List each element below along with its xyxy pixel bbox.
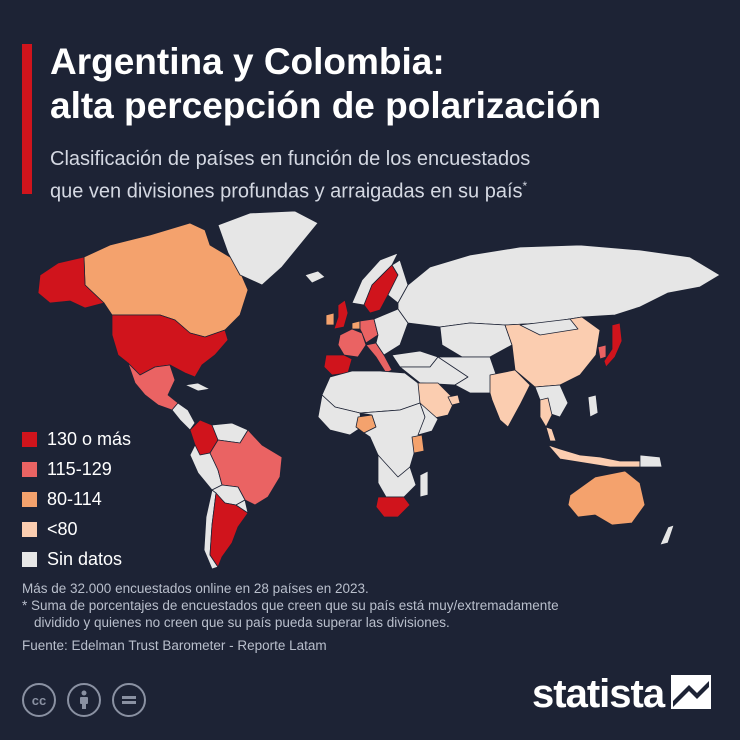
country-thailand: [539, 397, 553, 428]
legend-label: 130 o más: [47, 428, 132, 449]
country-mexico: [127, 362, 179, 411]
country-kazakhstan: [439, 322, 513, 358]
world-map: [37, 210, 721, 570]
subtitle-line-1: Clasificación de países en función de lo…: [50, 148, 531, 170]
country-madagascar: [419, 470, 429, 498]
country-japan: [603, 322, 623, 368]
legend-item-80-114: 80-114: [22, 484, 131, 514]
country-india: [489, 369, 531, 428]
country-southern-africa: [377, 454, 417, 498]
country-argentina: [209, 492, 249, 568]
country-uae: [447, 394, 461, 406]
note-definition: * Suma de porcentajes de encuestados que…: [22, 598, 559, 613]
country-png: [639, 454, 663, 468]
subtitle: Clasificación de países en función de lo…: [50, 146, 730, 206]
country-uk: [333, 299, 349, 330]
country-malaysia: [545, 426, 557, 442]
country-russia: [397, 244, 721, 328]
legend: 130 o más 115-129 80-114 <80 Sin datos: [22, 424, 131, 574]
country-philippines: [587, 394, 599, 418]
country-brazil: [209, 429, 283, 506]
country-turkey: [391, 350, 439, 368]
title-line-2: alta percepción de polarización: [50, 85, 602, 126]
country-west-africa: [317, 394, 363, 436]
attribution-icon[interactable]: [67, 683, 101, 717]
legend-item-no-data: Sin datos: [22, 544, 131, 574]
country-mongolia: [519, 318, 579, 336]
legend-swatch: [22, 521, 37, 537]
subtitle-line-2: que ven divisiones profundas y arraigada…: [50, 173, 730, 206]
country-kenya: [411, 434, 425, 454]
legend-item-130-plus: 130 o más: [22, 424, 131, 454]
legend-item-115-129: 115-129: [22, 454, 131, 484]
no-derivatives-icon[interactable]: [112, 683, 146, 717]
country-france: [337, 328, 367, 358]
accent-bar: [22, 44, 32, 194]
legend-item-under-80: <80: [22, 514, 131, 544]
creative-commons-icon[interactable]: cc: [22, 683, 56, 717]
footnotes: Más de 32.000 encuestados online en 28 p…: [22, 580, 722, 654]
note-definition-cont: dividido y quienes no creen que su país …: [34, 615, 450, 630]
note-sample: Más de 32.000 encuestados online en 28 p…: [22, 581, 369, 596]
country-south-africa: [375, 496, 411, 518]
country-canada: [83, 222, 249, 338]
country-greenland: [217, 210, 319, 286]
legend-swatch: [22, 491, 37, 507]
country-australia: [567, 470, 646, 526]
country-iceland: [304, 270, 326, 284]
legend-swatch: [22, 461, 37, 477]
legend-label: 80-114: [47, 488, 102, 509]
country-indonesia: [547, 444, 641, 468]
country-uruguay: [235, 499, 249, 514]
country-netherlands: [351, 320, 361, 330]
country-south-korea: [597, 344, 607, 360]
legend-label: 115-129: [47, 458, 112, 479]
page-title: Argentina y Colombia: alta percepción de…: [50, 40, 730, 128]
subtitle-footnote-mark: *: [522, 179, 528, 193]
license-icons: cc: [22, 683, 157, 717]
legend-swatch: [22, 431, 37, 447]
country-horn-africa: [417, 402, 439, 436]
brand-name: statista: [532, 672, 665, 716]
country-cuba: [184, 382, 211, 392]
country-usa: [111, 314, 229, 378]
legend-swatch: [22, 551, 37, 567]
statista-logo-icon: [671, 675, 712, 714]
source-line: Fuente: Edelman Trust Barometer - Report…: [22, 638, 327, 653]
country-central-america: [171, 402, 196, 431]
country-ireland: [325, 312, 335, 326]
statista-logo[interactable]: statista: [532, 672, 712, 717]
country-new-zealand: [659, 524, 675, 546]
country-north-africa: [321, 370, 421, 414]
legend-label: <80: [47, 518, 78, 539]
title-line-1: Argentina y Colombia:: [50, 41, 445, 82]
subtitle-line-2-text: que ven divisiones profundas y arraigada…: [50, 180, 523, 203]
legend-label: Sin datos: [47, 548, 123, 569]
country-usa-alaska: [37, 256, 105, 309]
